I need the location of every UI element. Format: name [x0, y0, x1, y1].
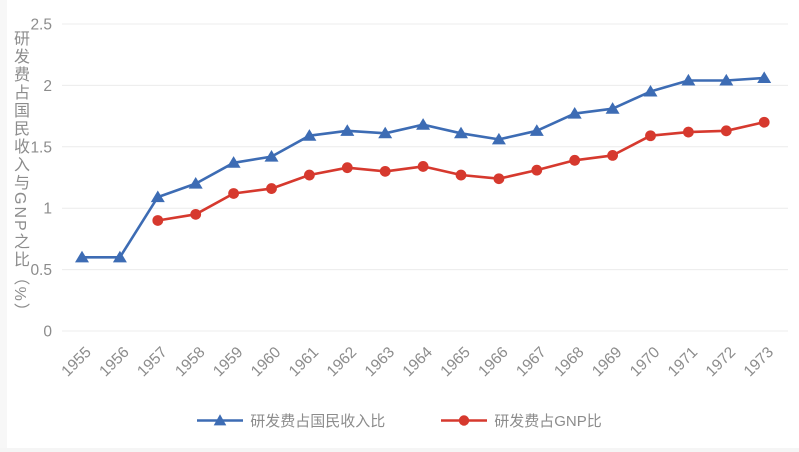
x-axis-tick-label: 1955	[58, 344, 94, 380]
data-point-circle	[228, 188, 240, 199]
data-point-circle	[341, 162, 353, 174]
data-point-triangle	[491, 132, 506, 145]
data-point-circle	[152, 215, 164, 226]
data-point-circle	[720, 125, 732, 137]
data-point-triangle	[681, 73, 696, 86]
data-point-circle	[569, 154, 581, 166]
data-point-triangle	[302, 129, 317, 141]
plot-area: 0 0.5 1 1.5 2 2.5 1955 1956 1957 1958 1959 1960 1961…	[30, 17, 788, 381]
data-point-circle	[758, 116, 770, 128]
data-point-circle	[607, 149, 618, 161]
data-point-triangle	[226, 156, 241, 168]
y-axis-tick-label: 2	[43, 78, 52, 95]
data-point-circle	[379, 165, 391, 177]
data-point-circle	[190, 208, 202, 220]
x-axis-tick-label: 1965	[437, 344, 473, 380]
data-point-circle	[531, 164, 543, 176]
data-point-circle	[455, 169, 467, 181]
data-point-triangle	[529, 124, 544, 136]
data-point-triangle	[643, 84, 658, 97]
legend-item-gnp-ratio: 研发费占GNP比	[441, 410, 602, 431]
legend-marker-triangle-icon	[197, 414, 244, 426]
legend-label-gnp-ratio: 研发费占GNP比	[494, 412, 602, 430]
data-point-triangle	[340, 124, 355, 136]
x-axis-tick-label: 1963	[362, 344, 398, 380]
legend-item-national-income-ratio: 研发费占国民收入比	[197, 410, 385, 431]
x-axis-tick-label: 1972	[703, 344, 739, 380]
x-axis-tick-label: 1960	[248, 344, 285, 381]
x-axis-tick-label: 1967	[513, 344, 549, 380]
y-axis-tick-label: 0	[43, 324, 52, 341]
y-axis-tick-label: 0.5	[30, 262, 52, 279]
x-axis-tick-label: 1958	[172, 344, 208, 380]
data-point-triangle	[757, 71, 772, 84]
legend-marker-circle-icon	[441, 415, 488, 426]
x-axis-tick-label: 1959	[210, 344, 246, 380]
x-axis-tick-label: 1970	[627, 344, 664, 381]
data-point-triangle	[264, 150, 279, 162]
data-point-triangle	[75, 250, 89, 263]
x-axis-tick-label: 1961	[286, 344, 322, 380]
data-point-circle	[417, 161, 429, 172]
data-point-triangle	[719, 73, 734, 86]
data-point-circle	[304, 169, 315, 181]
x-axis-tick-label: 1971	[665, 344, 701, 380]
page-bottom-edge	[0, 448, 799, 452]
legend-label-national-income-ratio: 研发费占国民收入比	[250, 412, 386, 430]
data-point-circle	[266, 183, 277, 194]
x-axis-tick-label: 1964	[400, 344, 437, 381]
data-point-triangle	[567, 107, 582, 119]
data-point-triangle	[112, 250, 127, 263]
data-point-triangle	[605, 102, 620, 114]
data-point-triangle	[188, 177, 203, 189]
x-axis-tick-label: 1966	[475, 344, 511, 380]
data-point-circle	[683, 126, 694, 138]
data-point-circle	[645, 130, 656, 142]
y-axis-tick-label: 1.5	[30, 139, 52, 156]
x-axis-tick-label: 1956	[96, 344, 132, 380]
x-axis-tick-label: 1968	[551, 344, 587, 380]
y-axis-tick-label: 1	[43, 201, 52, 218]
data-point-triangle	[378, 126, 393, 139]
y-axis-title: 研发费占国民收入与GNP之比（%）	[11, 30, 28, 321]
data-point-circle	[493, 173, 505, 185]
data-point-triangle	[454, 126, 468, 139]
legend: 研发费占国民收入比 研发费占GNP比	[0, 404, 799, 436]
x-axis-tick-label: 1969	[589, 344, 625, 380]
data-point-triangle	[416, 118, 431, 130]
x-axis-tick-label: 1973	[741, 344, 777, 380]
data-point-triangle	[150, 190, 165, 203]
x-axis-tick-label: 1957	[134, 344, 170, 380]
y-axis-tick-label: 2.5	[30, 17, 52, 34]
page-left-edge	[0, 0, 7, 452]
x-axis-tick-label: 1962	[324, 344, 360, 380]
